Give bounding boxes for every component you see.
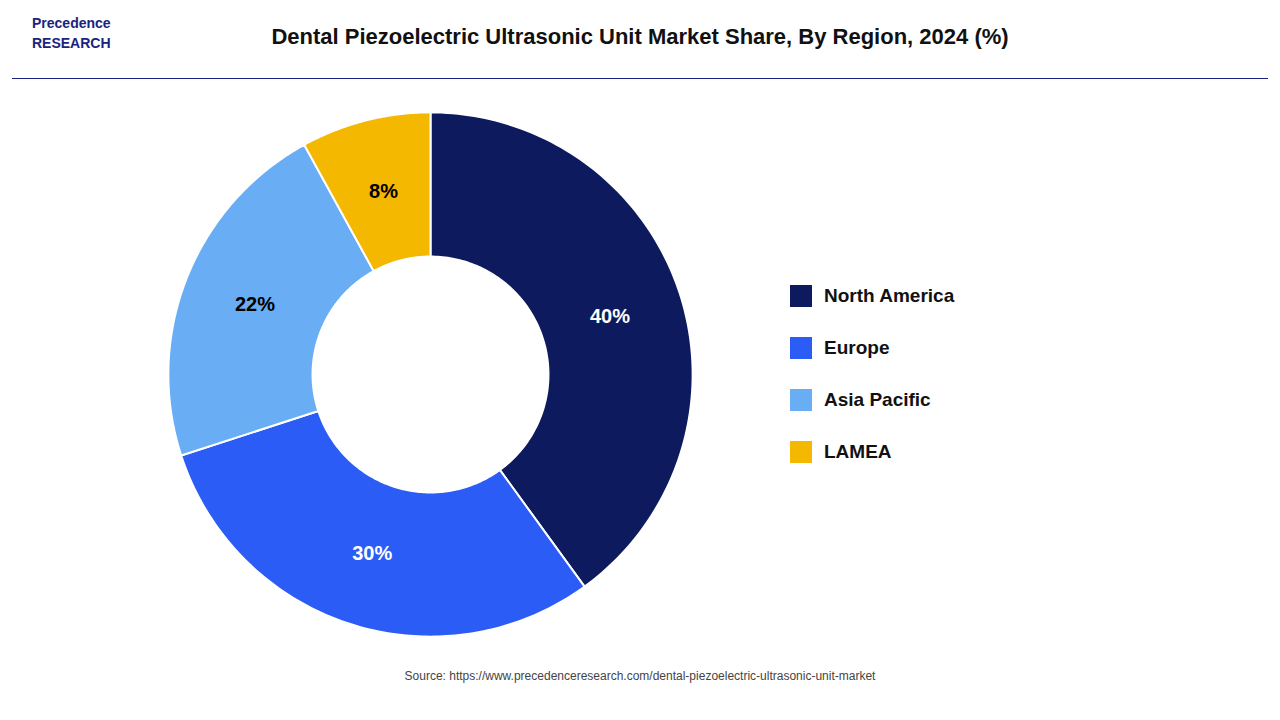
html-text:Precedence RESEARCH: Precedence RESEARCH — [32, 15, 111, 51]
svg-text:30%: 30% — [352, 542, 392, 564]
html-text:Europe: Europe — [824, 337, 890, 358]
svg-text:8%: 8% — [369, 180, 398, 202]
svg-text:22%: 22% — [235, 293, 275, 315]
html-text:Source: https://www.precedence: Source: https://www.precedenceresearch.c… — [404, 669, 876, 683]
html-text:Dental Piezoelectric Ultrasoni: Dental Piezoelectric Ultrasonic Unit Mar… — [271, 24, 1009, 49]
html-text:Asia Pacific: Asia Pacific — [824, 389, 931, 410]
html-text:North America: North America — [824, 285, 955, 306]
html-text:LAMEA: LAMEA — [824, 441, 892, 462]
svg-text:40%: 40% — [590, 305, 630, 327]
